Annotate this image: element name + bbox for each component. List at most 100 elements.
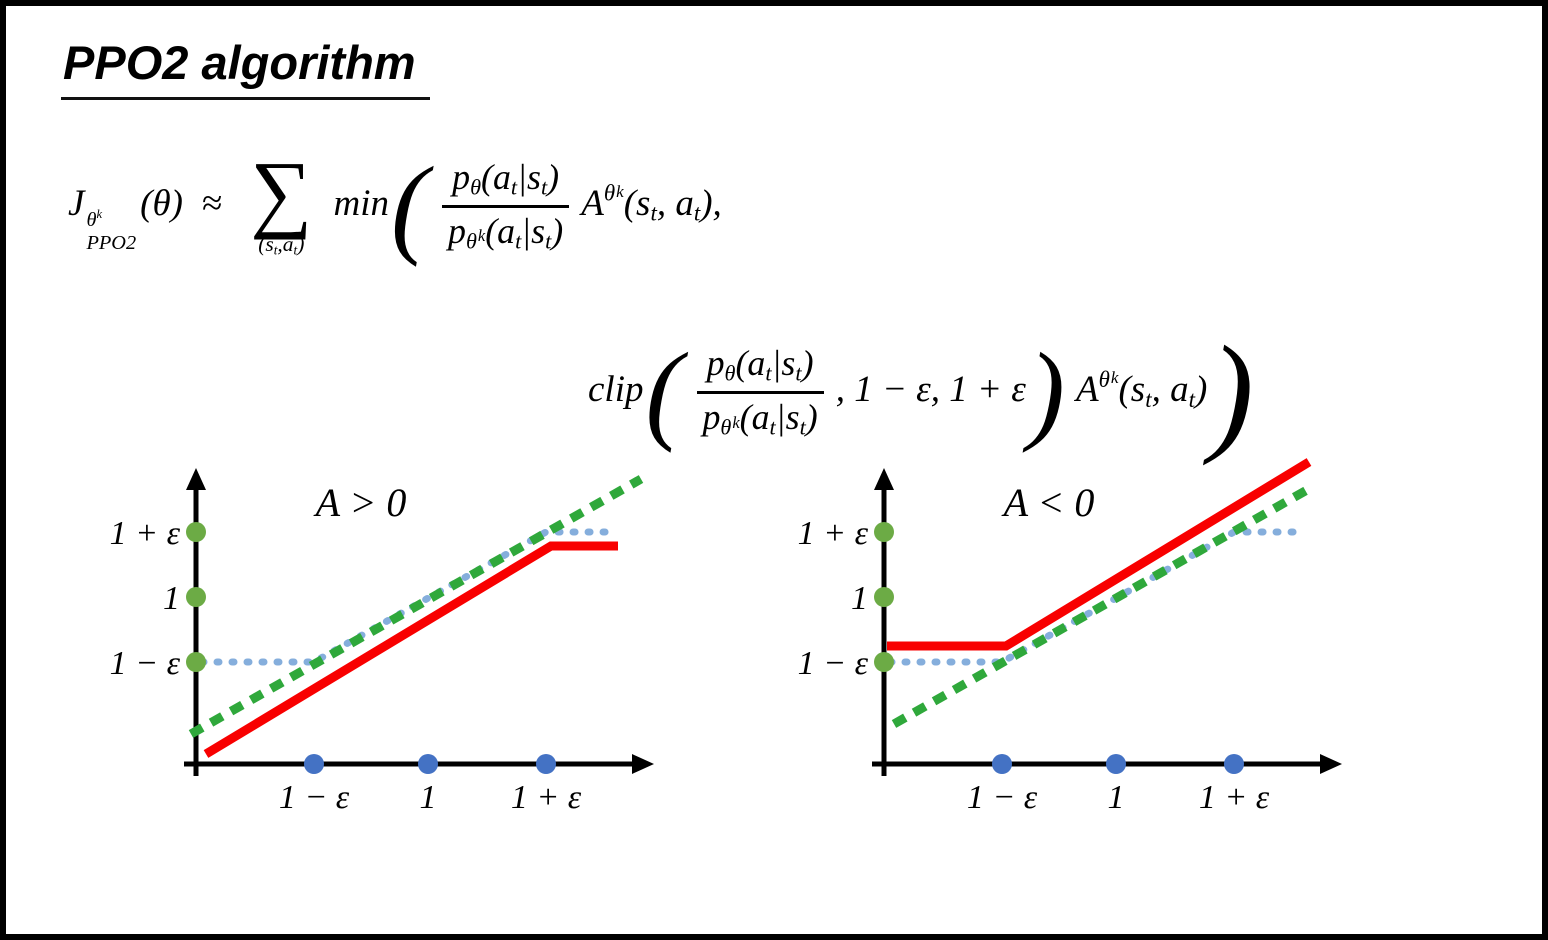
line-objective — [203, 541, 618, 758]
formula-token: ≈ — [182, 182, 241, 224]
x-tick-label: 1 − ε — [279, 779, 350, 816]
subscript-row: PPO2 — [86, 232, 136, 255]
big-paren: ) — [1209, 318, 1254, 466]
formula-token: t — [799, 414, 806, 440]
formula-token: k — [96, 207, 103, 222]
formula-token: t — [693, 200, 701, 226]
formula-token: θ — [470, 174, 482, 200]
x-tick-label: 1 — [420, 779, 437, 816]
script-stack: θk PPO2 — [86, 207, 136, 256]
x-axis-arrow-icon — [1320, 754, 1342, 774]
formula-token: k — [477, 226, 486, 246]
y-tick-dot — [186, 652, 206, 672]
slide-title: PPO2 algorithm — [61, 36, 430, 101]
x-tick-label: 1 — [1108, 779, 1125, 816]
formula-token: ,a — [277, 231, 294, 256]
formula-token: ) — [297, 231, 305, 256]
y-tick-label: 1 − ε — [798, 645, 869, 682]
sigma-symbol: ∑ — [250, 144, 313, 240]
x-tick-label: 1 + ε — [1199, 779, 1270, 816]
formula-token: |s — [517, 156, 541, 197]
y-axis-arrow-icon — [874, 468, 894, 490]
formula-token: ) — [551, 210, 564, 251]
line-identity — [891, 482, 1317, 728]
big-paren: ( — [391, 144, 428, 268]
big-paren: ( — [645, 331, 683, 455]
x-tick-dot — [418, 754, 438, 774]
summation-index: (st,at) — [258, 231, 305, 258]
fraction: pθ(at|st) pθk(at|st) — [692, 344, 827, 441]
formula-token: (a — [735, 343, 766, 384]
x-tick-dot — [304, 754, 324, 774]
formula-token: clip — [588, 369, 644, 411]
denominator: pθk(at|st) — [692, 394, 827, 441]
line-identity — [188, 475, 644, 738]
big-paren: ) — [1027, 331, 1065, 455]
numerator: pθ(at|st) — [442, 156, 570, 208]
x-axis-arrow-icon — [632, 754, 654, 774]
y-tick-dot — [874, 587, 894, 607]
summation: ∑ (st,at) — [250, 144, 313, 258]
formula-token: t — [273, 242, 278, 258]
y-tick-dot — [186, 587, 206, 607]
formula-token: t — [510, 174, 518, 200]
formula-token: θ — [724, 360, 736, 386]
formula-token: (a — [485, 210, 516, 251]
formula-token: k — [1110, 368, 1119, 388]
formula-token: PPO2 — [86, 232, 137, 255]
plot-a-positive: 1 + ε 1 1 − ε 1 − ε 1 1 + ε A > 0 — [110, 468, 654, 816]
y-tick-label: 1 − ε — [110, 645, 181, 682]
formula-token: ) — [801, 343, 814, 384]
denominator: pθk(at|st) — [438, 208, 573, 255]
formula-token: ) — [547, 156, 560, 197]
plot-a-negative: 1 + ε 1 1 − ε 1 − ε 1 1 + ε A < 0 — [798, 458, 1342, 816]
y-tick-dot — [874, 652, 894, 672]
formula-token: t — [293, 242, 298, 258]
formula-token: p — [452, 156, 471, 197]
formula-token: t — [765, 360, 772, 386]
formula-token: θ — [86, 208, 97, 231]
x-tick-dot — [1224, 754, 1244, 774]
formula-token: ) — [1194, 369, 1208, 411]
formula-token: (s — [1118, 369, 1146, 411]
formula-line-2: clip(pθ(at|st) pθk(at|st), 1 − ε, 1 + ε) … — [588, 318, 1256, 466]
numerator: pθ(at|st) — [696, 343, 824, 395]
formula-token: ) — [805, 397, 818, 438]
formula-token: t — [769, 414, 776, 440]
y-tick-dot — [186, 522, 206, 542]
formula-token: θ — [603, 180, 616, 206]
x-tick-dot — [1106, 754, 1126, 774]
formula-token: k — [616, 181, 624, 201]
formula-token: (a — [739, 397, 770, 438]
y-tick-label: 1 + ε — [110, 515, 181, 552]
formula-token: A — [1066, 369, 1099, 411]
y-tick-dot — [874, 522, 894, 542]
x-tick-label: 1 − ε — [967, 779, 1038, 816]
formula-token: (s — [258, 231, 274, 256]
formula-token: t — [650, 200, 657, 226]
formula-token: |s — [521, 210, 546, 251]
formula-token: p — [702, 397, 721, 438]
formula-token: , a — [656, 182, 694, 224]
x-tick-dot — [536, 754, 556, 774]
formula-token: k — [732, 412, 740, 432]
formula-token: t — [795, 360, 802, 386]
formula-token: θ — [465, 228, 477, 254]
formula-token: t — [545, 228, 552, 254]
plot-title: A < 0 — [1001, 480, 1095, 525]
formula-token: (θ) — [140, 182, 183, 224]
x-tick-dot — [992, 754, 1012, 774]
formula-token: ), — [700, 182, 722, 224]
formula-token: t — [1145, 386, 1152, 412]
superscript-row: θk — [86, 207, 102, 232]
formula-token: t — [515, 228, 522, 254]
formula-token: p — [448, 210, 466, 251]
formula-token: , a — [1151, 369, 1189, 411]
formula-token: t — [1188, 386, 1195, 412]
fraction: pθ(at|st) pθk(at|st) — [438, 158, 573, 255]
formula-token: t — [540, 174, 548, 200]
formula-token: θ — [1098, 366, 1110, 392]
line-clip — [198, 528, 615, 666]
